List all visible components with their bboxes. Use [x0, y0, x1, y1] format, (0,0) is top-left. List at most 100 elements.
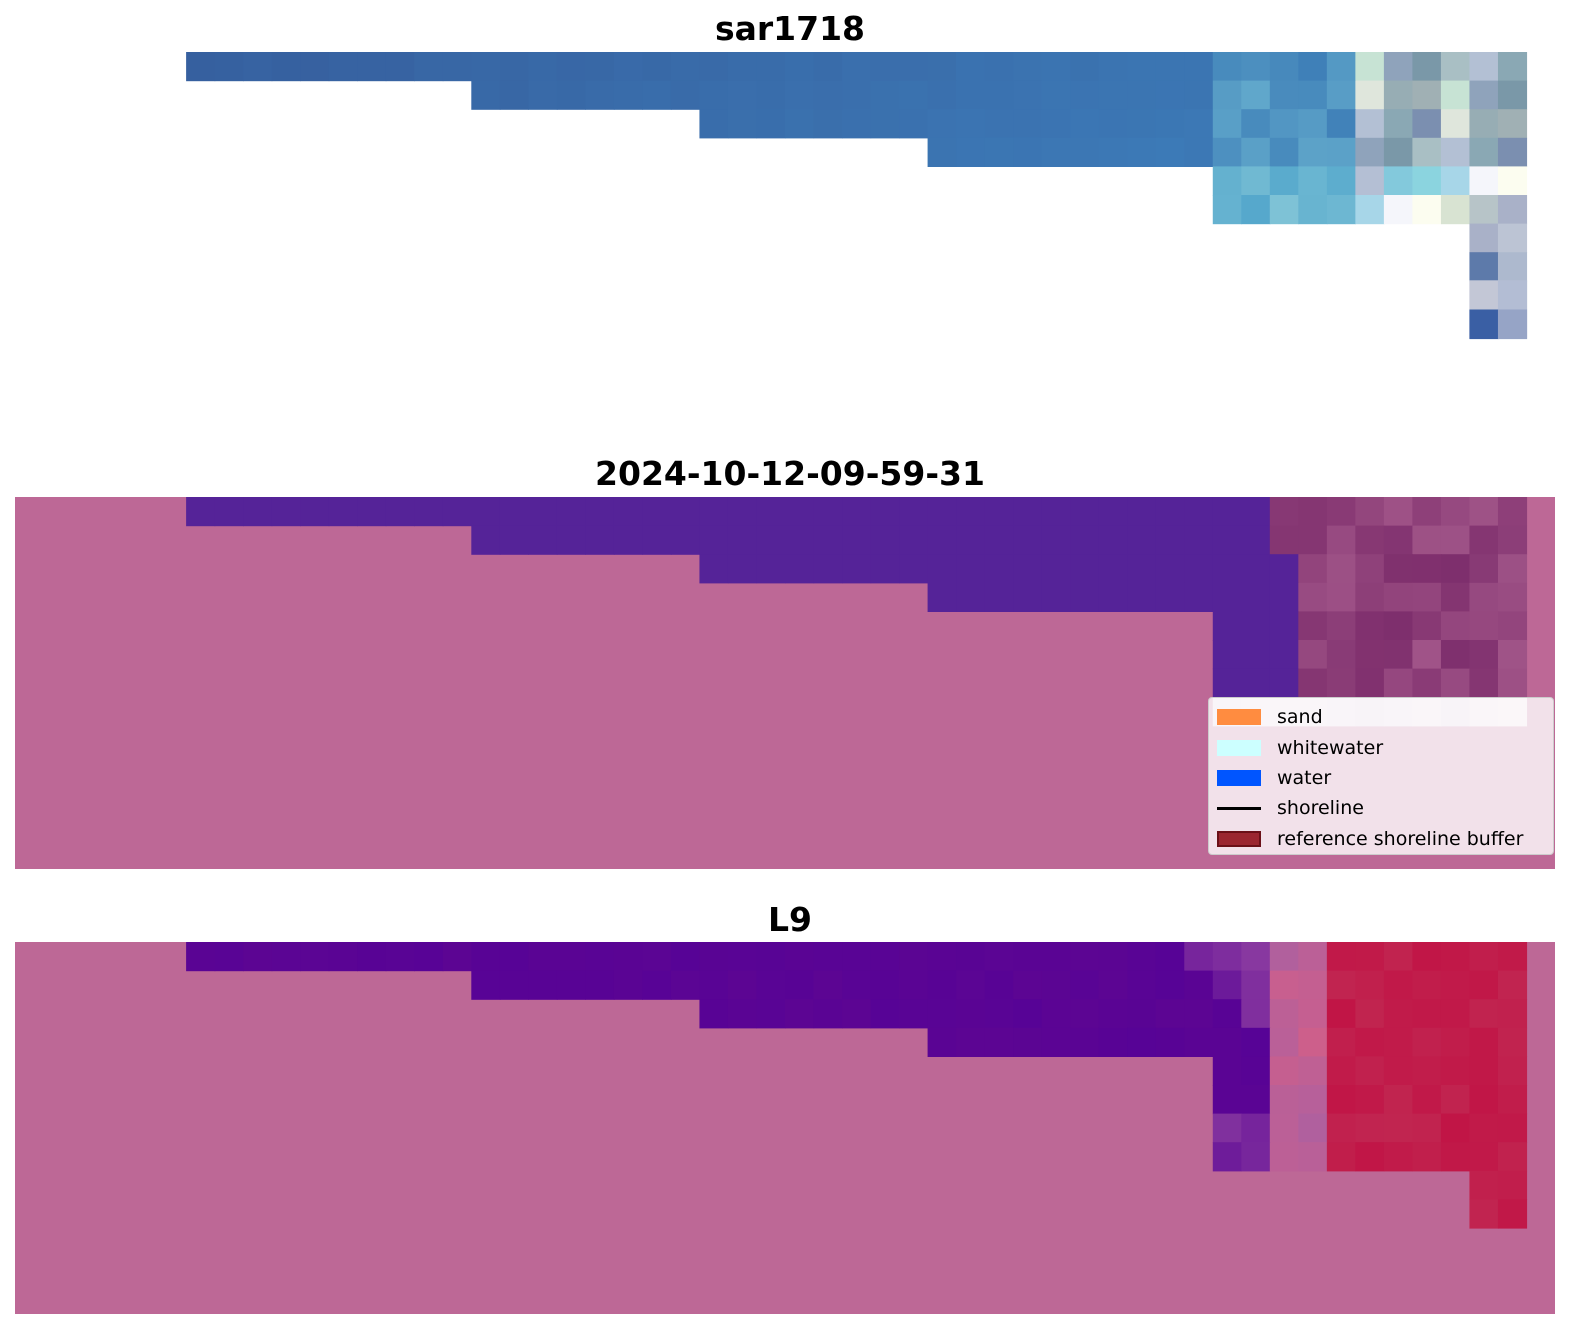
l9-pixel: [756, 999, 786, 1029]
sar-pixel: [1013, 52, 1043, 82]
sar-pixel: [1269, 52, 1299, 82]
sar-pixel: [1212, 166, 1242, 196]
l9-pixel: [1241, 1085, 1271, 1115]
l9-pixel: [414, 942, 444, 972]
l9-pixel: [1383, 1027, 1414, 1057]
sar-pixel: [1497, 80, 1528, 110]
sar-pixel: [1383, 166, 1414, 196]
l9-pixel: [1298, 1113, 1328, 1143]
classification-pixel: [528, 497, 558, 527]
l9-pixel: [1469, 999, 1499, 1029]
classification-pixel: [785, 497, 815, 527]
l9-pixel: [1355, 942, 1385, 972]
sar-pixel: [1041, 52, 1071, 82]
l9-pixel: [1469, 1027, 1499, 1057]
l9-pixel: [1326, 1085, 1356, 1115]
classification-pixel: [1383, 582, 1414, 612]
sar-pixel: [1041, 109, 1071, 139]
l9-pixel: [984, 970, 1014, 1000]
l9-pixel: [1070, 1027, 1100, 1057]
sar-pixel: [1212, 137, 1242, 167]
l9-pixel: [1070, 999, 1100, 1029]
sar-pixel: [499, 80, 529, 110]
l9-pixel: [1013, 942, 1043, 972]
sar-pixel: [813, 109, 843, 139]
sar-pixel: [1497, 252, 1528, 282]
sar-pixel: [1469, 195, 1499, 225]
l9-pixel: [1041, 970, 1071, 1000]
l9-pixel: [870, 942, 900, 972]
sar-pixel: [1469, 52, 1499, 82]
l9-pixel: [1440, 1113, 1471, 1143]
l9-pixel: [1269, 1056, 1299, 1086]
l9-pixel: [870, 970, 900, 1000]
classification-pixel: [1098, 554, 1128, 584]
l9-pixel: [984, 1027, 1014, 1057]
classification-pixel: [813, 497, 843, 527]
classification-pixel: [1241, 554, 1271, 584]
classification-pixel: [670, 525, 701, 555]
l9-pixel: [1098, 1027, 1128, 1057]
l9-pixel: [1440, 1142, 1471, 1172]
sar-pixel: [1184, 80, 1214, 110]
classification-pixel: [1269, 611, 1299, 641]
l9-pixel: [328, 942, 358, 972]
sar-pixel: [870, 52, 900, 82]
sar-pixel: [1440, 137, 1471, 167]
l9-pixel: [642, 970, 672, 1000]
sar-pixel: [385, 52, 415, 82]
classification-pixel: [442, 497, 472, 527]
classification-pixel: [1497, 497, 1528, 527]
l9-pixel: [1383, 942, 1414, 972]
classification-pixel: [1212, 640, 1242, 670]
classification-pixel: [1098, 582, 1128, 612]
sar-pixel: [1412, 80, 1442, 110]
l9-pixel: [813, 942, 843, 972]
sar-pixel: [1269, 166, 1299, 196]
sar-pixel: [414, 52, 444, 82]
l9-pixel: [300, 942, 330, 972]
sar-pixel: [1298, 52, 1328, 82]
l9-pixel: [1241, 942, 1271, 972]
classification-pixel: [1440, 582, 1471, 612]
l9-pixel: [1013, 999, 1043, 1029]
classification-pixel: [956, 497, 986, 527]
sar-pixel: [1383, 52, 1414, 82]
legend-item-shoreline: shoreline: [1217, 793, 1553, 823]
sar-pixel: [556, 52, 586, 82]
classification-pixel: [1355, 582, 1385, 612]
shoreline-line-swatch: [1217, 806, 1261, 810]
classification-pixel: [813, 554, 843, 584]
l9-pixel: [186, 942, 216, 972]
classification-pixel: [727, 554, 758, 584]
l9-pixel: [1184, 942, 1214, 972]
sar-pixel: [699, 109, 729, 139]
l9-pixel: [1412, 970, 1442, 1000]
legend-label-water: water: [1277, 766, 1332, 789]
l9-pixel: [528, 970, 558, 1000]
sar-pixel: [243, 52, 273, 82]
l9-pixel: [1127, 999, 1157, 1029]
l9-pixel: [727, 970, 758, 1000]
classification-pixel: [1212, 497, 1242, 527]
l9-pixel: [1440, 1056, 1471, 1086]
l9-pixel: [1497, 1170, 1528, 1200]
classification-pixel: [1269, 525, 1299, 555]
classification-pixel: [1412, 497, 1442, 527]
l9-pixel: [1212, 1085, 1242, 1115]
l9-pixel: [1298, 1056, 1328, 1086]
classification-pixel: [1184, 525, 1214, 555]
l9-pixel: [1269, 999, 1299, 1029]
l9-pixel: [727, 942, 758, 972]
sar-pixel: [1184, 137, 1214, 167]
classification-pixel: [699, 525, 729, 555]
l9-pixel: [214, 942, 244, 972]
sar-pixel: [1440, 166, 1471, 196]
sar-pixel: [927, 109, 957, 139]
l9-pixel: [1412, 1056, 1442, 1086]
classification-pixel: [357, 497, 387, 527]
sar-pixel: [1326, 166, 1356, 196]
classification-pixel: [1326, 611, 1356, 641]
sar-pixel: [1497, 223, 1528, 253]
sar-pixel: [756, 80, 786, 110]
